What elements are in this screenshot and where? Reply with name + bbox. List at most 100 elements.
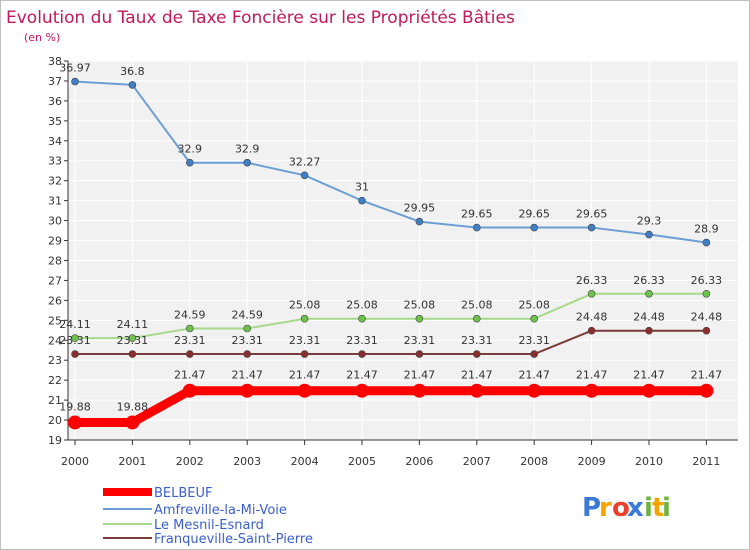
series-point-1: [243, 158, 251, 167]
data-label-1: 36.97: [59, 62, 91, 75]
legend-label-2: Le Mesnil-Esnard: [154, 518, 264, 533]
data-label-2: 26.33: [691, 274, 723, 287]
data-label-0: 19.88: [59, 400, 91, 413]
data-label-0: 21.47: [691, 369, 723, 382]
y-tick-label: 31: [48, 195, 62, 208]
y-tick-label: 27: [48, 274, 62, 287]
brand-letter: i: [662, 493, 671, 523]
series-point-1: [472, 223, 481, 232]
series-point-2: [530, 314, 539, 323]
brand-letter: P: [582, 493, 601, 523]
brand-letter: t: [652, 493, 664, 523]
series-point-2: [71, 334, 79, 342]
series-point-2: [128, 334, 137, 342]
data-label-2: 24.59: [174, 308, 206, 321]
series-point-0: [412, 383, 427, 398]
series-point-3: [587, 326, 596, 335]
series-point-3: [415, 350, 424, 358]
data-label-0: 21.47: [404, 369, 436, 382]
data-label-2: 24.59: [231, 308, 263, 321]
series-point-2: [358, 314, 366, 323]
series-point-1: [71, 77, 79, 86]
chart-subtitle: (en %): [24, 31, 60, 44]
series-point-1: [645, 230, 653, 239]
x-tick-label: 2000: [61, 455, 89, 468]
x-tick-label: 2002: [176, 455, 204, 468]
data-label-2: 25.08: [461, 299, 493, 312]
series-point-3: [128, 350, 137, 358]
series-layer: [68, 77, 714, 430]
series-point-1: [415, 217, 424, 226]
y-tick-label: 30: [48, 215, 62, 228]
series-line-2: [74, 292, 708, 340]
data-label-1: 36.8: [120, 65, 145, 78]
data-label-1: 29.65: [576, 208, 608, 221]
data-label-3: 23.31: [461, 334, 493, 347]
data-label-1: 32.9: [235, 143, 260, 156]
series-point-0: [68, 415, 82, 430]
data-label-3: 24.48: [633, 311, 665, 324]
y-tick-label: 32: [48, 175, 62, 188]
plot-area: [68, 61, 738, 440]
data-label-2: 24.11: [117, 318, 149, 331]
data-label-0: 21.47: [289, 369, 321, 382]
y-tick-label: 29: [48, 235, 62, 248]
data-label-2: 25.08: [518, 299, 550, 312]
y-tick-label: 33: [48, 155, 62, 168]
y-tick-label: 22: [48, 374, 62, 387]
series-point-2: [472, 314, 481, 323]
data-label-0: 19.88: [117, 400, 149, 413]
series-point-2: [415, 314, 424, 323]
brand-letter: r: [599, 493, 612, 523]
series-point-3: [702, 326, 711, 335]
data-label-3: 23.31: [289, 334, 321, 347]
data-label-3: 23.31: [404, 334, 436, 347]
series-point-3: [472, 350, 481, 358]
data-label-3: 23.31: [117, 334, 149, 347]
data-label-3: 23.31: [231, 334, 263, 347]
series-point-2: [300, 314, 309, 323]
series-point-1: [702, 238, 711, 247]
series-point-0: [469, 383, 484, 398]
legend-label-3: Franqueville-Saint-Pierre: [154, 532, 313, 547]
series-point-0: [642, 383, 656, 398]
data-label-2: 25.08: [289, 299, 321, 312]
series-point-1: [358, 196, 366, 205]
data-label-0: 21.47: [346, 369, 378, 382]
series-point-3: [530, 350, 539, 358]
series-point-2: [243, 324, 251, 333]
data-label-1: 29.95: [404, 202, 436, 215]
y-tick-label: 19: [48, 434, 62, 447]
series-line-1: [74, 80, 708, 244]
legend-label-1: Amfreville-la-Mi-Voie: [154, 503, 287, 518]
series-point-2: [186, 324, 194, 333]
series-line-0: [70, 386, 711, 427]
series-point-1: [186, 158, 194, 167]
data-label-0: 21.47: [518, 369, 550, 382]
series-point-0: [297, 383, 312, 398]
series-point-0: [182, 383, 197, 398]
x-tick-label: 2006: [405, 455, 433, 468]
y-tick-label: 35: [48, 115, 62, 128]
data-labels: 19.88 19.88 21.47 21.47 21.47 21.47 21.47 21.47…: [59, 62, 722, 414]
data-label-3: 23.31: [518, 334, 550, 347]
axes: 19 20 21 22 23 24 25 26 27 28 29 30 31 32 33 34 35 36 37 38…: [48, 55, 738, 468]
series-point-2: [702, 289, 711, 298]
data-label-1: 29.3: [637, 215, 662, 228]
data-label-0: 21.47: [231, 369, 263, 382]
data-label-0: 21.47: [633, 369, 665, 382]
data-label-1: 29.65: [518, 208, 550, 221]
series-point-0: [527, 383, 542, 398]
x-tick-label: 2001: [118, 455, 146, 468]
legend-label-0: BELBEUF: [154, 486, 213, 501]
data-label-3: 23.31: [346, 334, 378, 347]
x-tick-label: 2004: [291, 455, 319, 468]
series-point-3: [243, 350, 251, 358]
proxiti-logo: Pr ox i ti: [582, 493, 671, 523]
data-label-2: 26.33: [633, 274, 665, 287]
series-point-1: [300, 171, 309, 180]
series-point-3: [71, 350, 79, 358]
series-point-2: [645, 289, 653, 298]
